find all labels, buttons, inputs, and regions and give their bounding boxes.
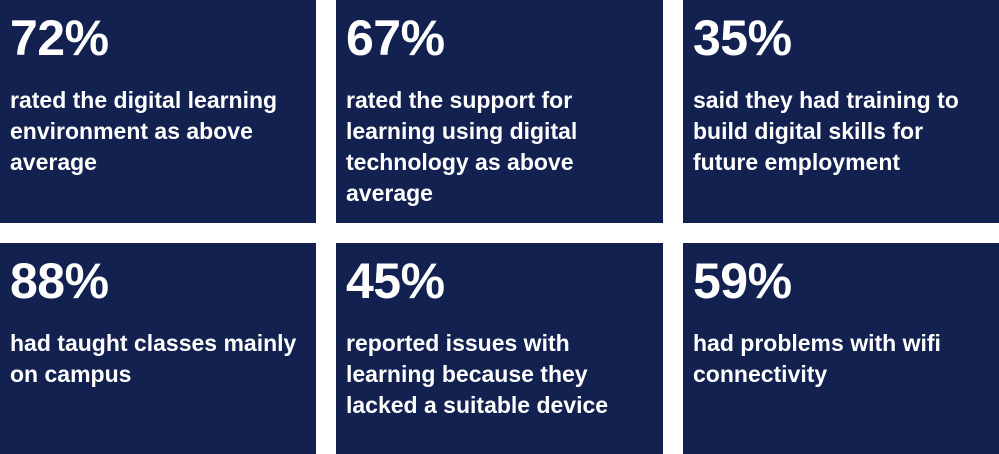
stat-description: reported issues with learning because th…	[346, 330, 609, 418]
stat-card-digital-support: 67% rated the support for learning using…	[336, 0, 663, 223]
stat-value: 45%	[346, 253, 445, 309]
stat-value: 67%	[346, 10, 445, 66]
stat-card-digital-learning-environment: 72% rated the digital learning environme…	[0, 0, 316, 223]
stat-description: rated the support for learning using dig…	[346, 87, 578, 206]
stat-value: 35%	[693, 10, 792, 66]
stat-description: had taught classes mainly on campus	[10, 330, 297, 387]
stat-card-taught-on-campus: 88% had taught classes mainly on campus	[0, 243, 316, 454]
stat-card-digital-skills-training: 35% said they had training to build digi…	[683, 0, 999, 223]
stat-description: said they had training to build digital …	[693, 87, 959, 175]
stat-card-wifi-problems: 59% had problems with wifi connectivity	[683, 243, 999, 454]
stat-value: 72%	[10, 10, 109, 66]
stat-value: 88%	[10, 253, 109, 309]
stat-description: had problems with wifi connectivity	[693, 330, 941, 387]
stat-card-lacked-device: 45% reported issues with learning becaus…	[336, 243, 663, 454]
stat-description: rated the digital learning environment a…	[10, 87, 278, 175]
stat-value: 59%	[693, 253, 792, 309]
